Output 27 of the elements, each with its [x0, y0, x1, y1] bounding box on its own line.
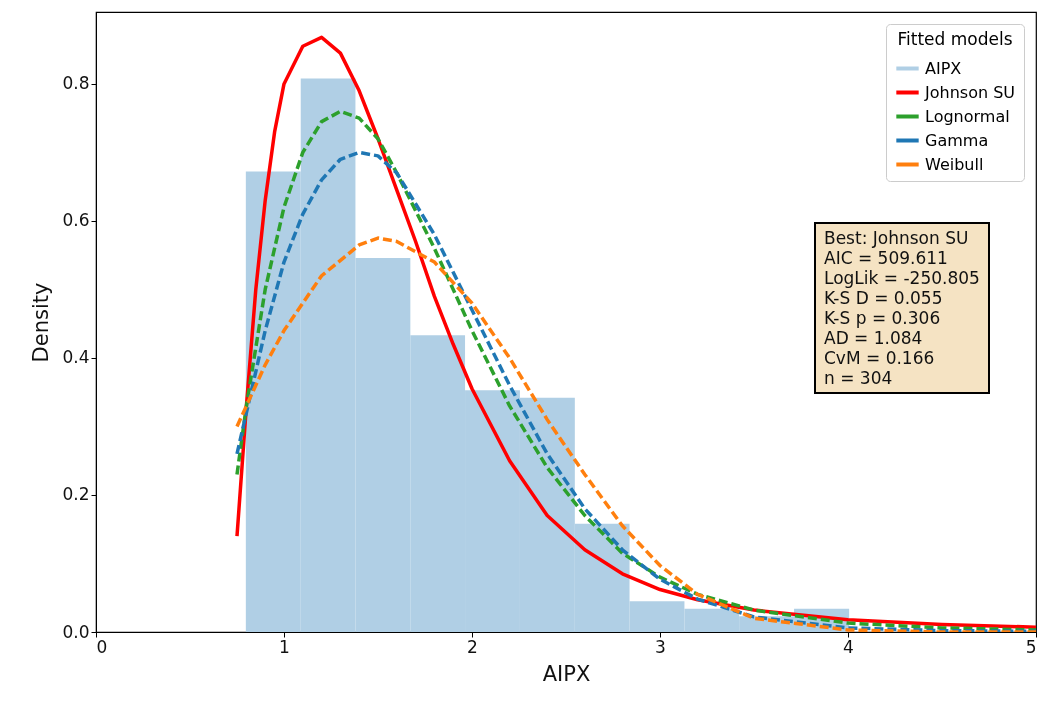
- legend-label: Weibull: [925, 154, 984, 174]
- y-tick-label: 0.2: [62, 484, 90, 505]
- legend-title: Fitted models: [897, 29, 1013, 49]
- y-axis-title: Density: [29, 282, 54, 363]
- x-tick-label: 2: [467, 636, 478, 657]
- annotation: n = 304: [824, 368, 894, 388]
- annotation: K-S p = 0.306: [824, 308, 942, 328]
- annotation: K-S D = 0.055: [824, 288, 944, 308]
- annotation: LogLik = -250.805: [824, 268, 980, 288]
- x-tick-label: 4: [843, 636, 854, 657]
- y-tick-label: 0.4: [62, 347, 90, 368]
- annotation: AD = 1.084: [824, 328, 924, 348]
- annotation: CvM = 0.166: [824, 348, 936, 368]
- y-tick-label: 0.0: [62, 621, 90, 642]
- annotation: Best: Johnson SU: [824, 228, 970, 248]
- legend-label: Lognormal: [925, 106, 1010, 126]
- legend-label: AIPX: [925, 58, 962, 78]
- y-tick-label: 0.8: [62, 73, 90, 94]
- x-tick-label: 5: [1025, 636, 1037, 657]
- legend-label: Gamma: [925, 130, 989, 150]
- x-tick-label: 1: [279, 636, 290, 657]
- x-axis-title: AIPX: [542, 661, 591, 686]
- annotation: AIC = 509.611: [824, 248, 949, 268]
- x-tick-label: 0: [96, 636, 108, 657]
- y-tick-label: 0.6: [62, 210, 90, 231]
- legend-label: Johnson SU: [924, 82, 1016, 102]
- x-tick-label: 3: [655, 636, 666, 657]
